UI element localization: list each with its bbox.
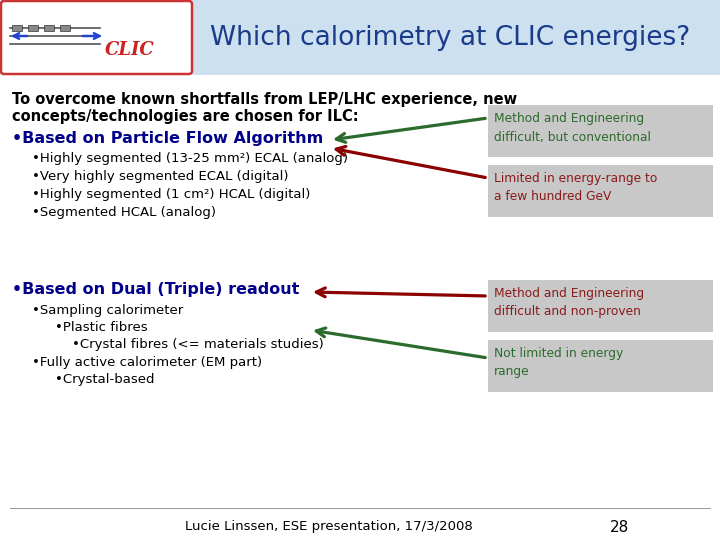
Bar [12,25,22,31]
FancyBboxPatch shape [1,1,192,74]
Bar [60,25,70,31]
Text: •Highly segmented (13-25 mm²) ECAL (analog): •Highly segmented (13-25 mm²) ECAL (anal… [32,152,348,165]
Text: •Crystal fibres (<= materials studies): •Crystal fibres (<= materials studies) [72,338,324,351]
Bar [488,340,713,392]
Text: Which calorimetry at CLIC energies?: Which calorimetry at CLIC energies? [210,25,690,51]
Bar [44,25,54,31]
Bar [28,25,38,31]
Text: •Crystal-based: •Crystal-based [55,373,155,386]
Text: •Based on Particle Flow Algorithm: •Based on Particle Flow Algorithm [12,131,323,146]
Text: •Fully active calorimeter (EM part): •Fully active calorimeter (EM part) [32,356,262,369]
Text: Lucie Linssen, ESE presentation, 17/3/2008: Lucie Linssen, ESE presentation, 17/3/20… [185,520,473,533]
Text: Method and Engineering
difficult and non-proven: Method and Engineering difficult and non… [494,287,644,319]
Text: CLIC: CLIC [105,41,155,59]
Text: •Segmented HCAL (analog): •Segmented HCAL (analog) [32,206,216,219]
Text: •Plastic fibres: •Plastic fibres [55,321,148,334]
Text: 28: 28 [610,520,629,535]
Text: Not limited in energy
range: Not limited in energy range [494,347,624,379]
Text: •Highly segmented (1 cm²) HCAL (digital): •Highly segmented (1 cm²) HCAL (digital) [32,188,310,201]
Text: •Based on Dual (Triple) readout: •Based on Dual (Triple) readout [12,282,300,297]
Bar [0,0,720,75]
Text: •Very highly segmented ECAL (digital): •Very highly segmented ECAL (digital) [32,170,289,183]
Text: To overcome known shortfalls from LEP/LHC experience, new: To overcome known shortfalls from LEP/LH… [12,92,517,107]
Bar [488,165,713,217]
Text: Method and Engineering
difficult, but conventional: Method and Engineering difficult, but co… [494,112,651,144]
Text: •Sampling calorimeter: •Sampling calorimeter [32,304,184,317]
Bar [488,280,713,332]
Text: Limited in energy-range to
a few hundred GeV: Limited in energy-range to a few hundred… [494,172,657,204]
Bar [488,105,713,157]
Text: concepts/technologies are chosen for ILC:: concepts/technologies are chosen for ILC… [12,109,359,124]
